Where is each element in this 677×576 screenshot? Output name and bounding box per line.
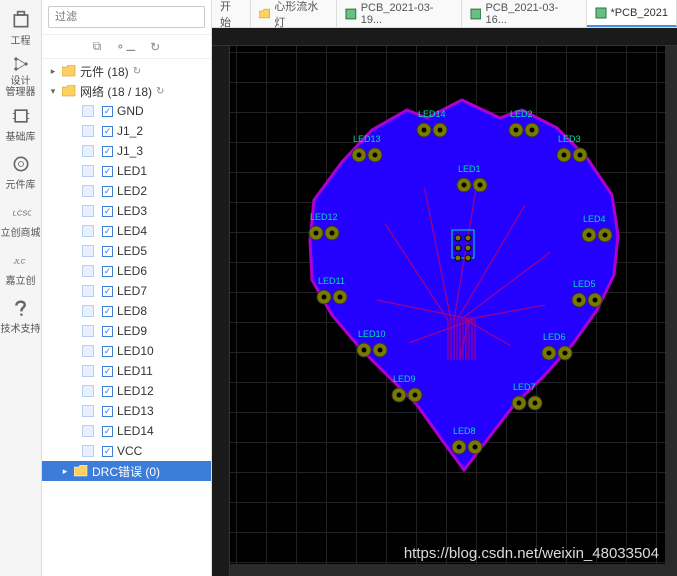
- svg-text:JLC: JLC: [12, 258, 25, 265]
- tree-row[interactable]: ✓LED9: [42, 321, 211, 341]
- tree-row[interactable]: ✓LED4: [42, 221, 211, 241]
- component-lib-icon[interactable]: 元件库: [0, 148, 42, 196]
- svg-text:LED11: LED11: [318, 276, 345, 286]
- tab[interactable]: PCB_2021-03-16...: [462, 0, 587, 27]
- tree-row[interactable]: ✓LED13: [42, 401, 211, 421]
- tree-row[interactable]: ✓LED8: [42, 301, 211, 321]
- scrollbar-vertical[interactable]: [665, 46, 677, 576]
- support-icon[interactable]: 技术支持: [0, 292, 42, 340]
- svg-text:LED4: LED4: [583, 214, 606, 224]
- tree-row[interactable]: ✓LED11: [42, 361, 211, 381]
- svg-text:LED8: LED8: [453, 426, 476, 436]
- tree-row[interactable]: ✓LED2: [42, 181, 211, 201]
- tree-row[interactable]: ✓LED5: [42, 241, 211, 261]
- svg-text:LED7: LED7: [513, 382, 536, 392]
- pcb-board: LED14 LED1 LED2 LED3 LED4 LED5 LED6 LED7 LED8 LED…: [252, 70, 672, 500]
- scrollbar-horizontal[interactable]: [230, 564, 665, 576]
- jlc-icon[interactable]: JLC嘉立创: [0, 244, 42, 292]
- tree-row[interactable]: ▸元件 (18)↻: [42, 61, 211, 81]
- sidebar-toolbar: ⧉ ⚬⚊ ↻: [42, 35, 211, 59]
- tree-row[interactable]: ✓LED3: [42, 201, 211, 221]
- svg-text:LED5: LED5: [573, 279, 596, 289]
- svg-text:LED2: LED2: [510, 109, 533, 119]
- svg-text:LED6: LED6: [543, 332, 566, 342]
- tree-row[interactable]: ✓J1_3: [42, 141, 211, 161]
- tree-row[interactable]: ✓LED10: [42, 341, 211, 361]
- project-icon[interactable]: 工程: [0, 4, 42, 52]
- watermark: https://blog.csdn.net/weixin_48033504: [404, 545, 659, 562]
- svg-text:LED14: LED14: [418, 109, 446, 119]
- tree-row[interactable]: ✓LED6: [42, 261, 211, 281]
- svg-text:LED1: LED1: [458, 164, 481, 174]
- svg-text:LED3: LED3: [558, 134, 581, 144]
- svg-text:LED10: LED10: [358, 329, 386, 339]
- tree-row[interactable]: ✓VCC: [42, 441, 211, 461]
- tabs: 开始心形流水灯PCB_2021-03-19...PCB_2021-03-16..…: [212, 0, 677, 28]
- tab[interactable]: 心形流水灯: [251, 0, 337, 27]
- tree-row[interactable]: ▸DRC错误 (0): [42, 461, 211, 481]
- copy-icon[interactable]: ⧉: [93, 39, 102, 54]
- basic-lib-icon[interactable]: 基础库: [0, 100, 42, 148]
- tree-row[interactable]: ✓LED12: [42, 381, 211, 401]
- canvas[interactable]: LED14 LED1 LED2 LED3 LED4 LED5 LED6 LED7 LED8 LED…: [212, 28, 677, 576]
- left-icon-bar: 工程 设计 管理器 基础库 元件库 LCSC立创商城 JLC嘉立创 技术支持: [0, 0, 42, 576]
- main: 开始心形流水灯PCB_2021-03-19...PCB_2021-03-16..…: [212, 0, 677, 576]
- tree-row[interactable]: ✓LED7: [42, 281, 211, 301]
- tree-row[interactable]: ✓LED1: [42, 161, 211, 181]
- svg-text:LED12: LED12: [310, 212, 338, 222]
- svg-text:LED13: LED13: [353, 134, 381, 144]
- tab[interactable]: *PCB_2021: [587, 0, 677, 27]
- svg-text:LED9: LED9: [393, 374, 416, 384]
- tab[interactable]: PCB_2021-03-19...: [337, 0, 462, 27]
- svg-text:LCSC: LCSC: [12, 208, 30, 217]
- tab[interactable]: 开始: [212, 0, 251, 27]
- filter-box: [42, 0, 211, 35]
- lcsc-icon[interactable]: LCSC立创商城: [0, 196, 42, 244]
- ruler-left: [212, 28, 230, 576]
- branch-icon[interactable]: ⚬⚊: [115, 40, 136, 54]
- sidebar: ⧉ ⚬⚊ ↻ ▸元件 (18)↻▾网络 (18 / 18)↻✓GND✓J1_2✓…: [42, 0, 212, 576]
- ruler-top: [212, 28, 677, 46]
- tree-row[interactable]: ✓LED14: [42, 421, 211, 441]
- design-manager-icon[interactable]: 设计 管理器: [0, 52, 42, 100]
- tree-row[interactable]: ✓J1_2: [42, 121, 211, 141]
- tree: ▸元件 (18)↻▾网络 (18 / 18)↻✓GND✓J1_2✓J1_3✓LE…: [42, 59, 211, 576]
- tree-row[interactable]: ✓GND: [42, 101, 211, 121]
- refresh-icon[interactable]: ↻: [150, 40, 160, 54]
- filter-input[interactable]: [48, 6, 205, 28]
- tree-row[interactable]: ▾网络 (18 / 18)↻: [42, 81, 211, 101]
